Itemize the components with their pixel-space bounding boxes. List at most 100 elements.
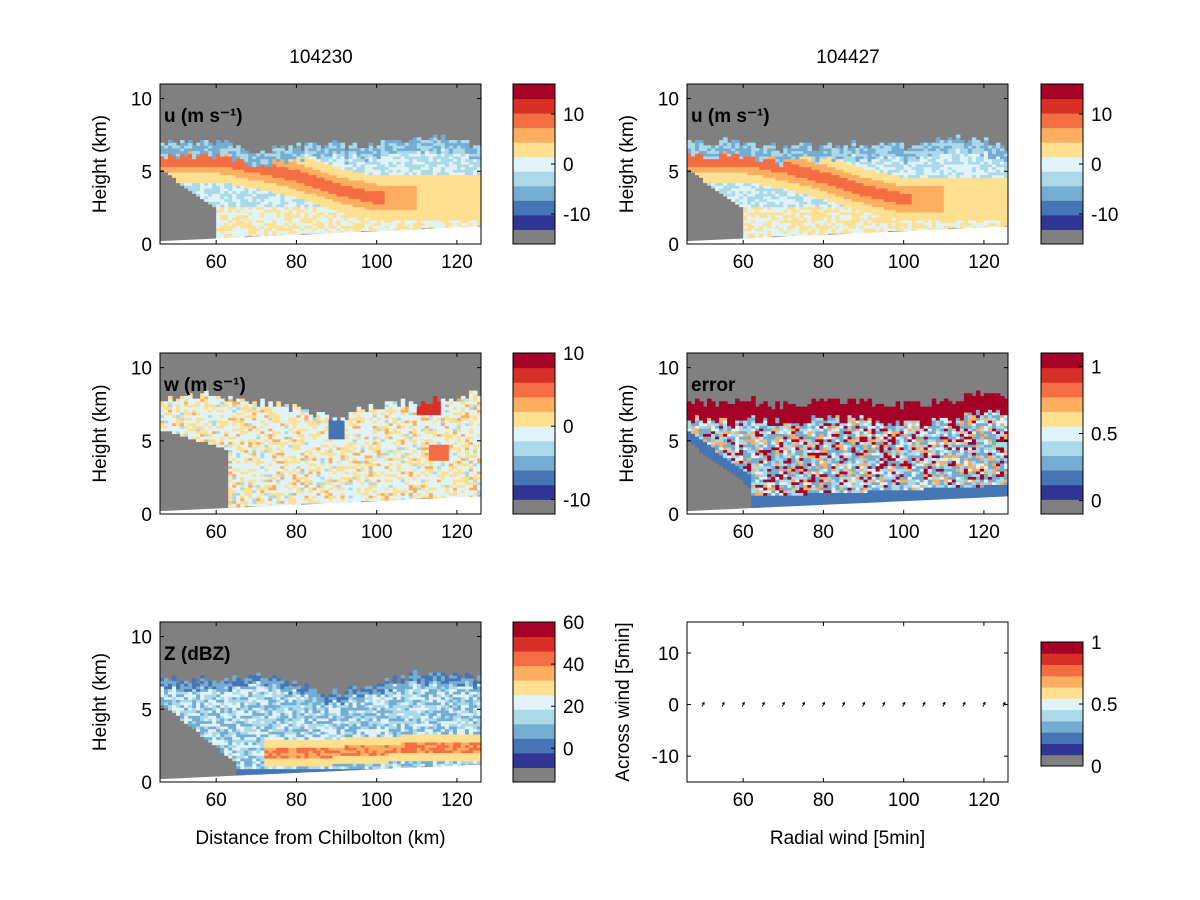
x-tick-label: 120 bbox=[968, 252, 1000, 273]
plot-area bbox=[160, 84, 481, 244]
below-surface bbox=[160, 764, 481, 782]
colorbar-tick-label: 0 bbox=[1091, 492, 1102, 513]
heatmap-cells bbox=[160, 670, 481, 778]
y-tick-label: 10 bbox=[131, 90, 152, 111]
colorbar-swatch bbox=[513, 709, 555, 725]
colorbar-tick-label: 0.5 bbox=[1091, 695, 1117, 716]
colorbar-swatch bbox=[1041, 98, 1083, 114]
colorbar-swatch bbox=[513, 680, 555, 696]
panel-Z-104230: 60 80 100 120 0 5 10 Height (km) Distance from C… bbox=[90, 613, 584, 849]
colorbar-swatch bbox=[513, 142, 555, 158]
axes-frame bbox=[159, 621, 482, 783]
colorbar-swatch bbox=[513, 411, 555, 427]
colorbar-tick-label: -10 bbox=[1091, 205, 1118, 226]
colorbar: 00.51 bbox=[1040, 352, 1117, 515]
x-tick-label: 80 bbox=[286, 522, 307, 543]
colorbar-swatch bbox=[513, 665, 555, 681]
colorbar: -10 0 10 bbox=[512, 83, 590, 245]
axes-frame bbox=[159, 352, 482, 515]
colorbar: -10 0 10 bbox=[512, 344, 590, 515]
colorbar-swatch bbox=[1041, 367, 1083, 383]
y-tick-label: 0 bbox=[668, 696, 679, 717]
colorbar-tick-label: 0 bbox=[563, 739, 574, 760]
panel-label: w (m s⁻¹) bbox=[163, 375, 246, 396]
x-tick-label: 100 bbox=[888, 522, 920, 543]
panel-u-104230: 60 80 100 120 0 5 10 Height (km) u (m s⁻¹) -10 0 10 bbox=[90, 83, 590, 273]
y-tick-label: 5 bbox=[141, 162, 152, 183]
colorbar-swatch bbox=[1041, 698, 1083, 711]
x-tick-label: 80 bbox=[813, 790, 834, 811]
colorbar-tick-label: 0 bbox=[1091, 155, 1102, 176]
y-tick-label: 5 bbox=[668, 162, 679, 183]
panel-label: u (m s⁻¹) bbox=[164, 106, 243, 127]
colorbar-swatch bbox=[1041, 127, 1083, 143]
colorbar-swatch bbox=[1041, 720, 1083, 733]
quiver-arrow bbox=[801, 701, 805, 707]
colorbar-swatch bbox=[1041, 653, 1083, 666]
colorbar-swatch bbox=[513, 156, 555, 172]
colorbar-tick-label: 0 bbox=[563, 155, 574, 176]
y-tick-label: 10 bbox=[658, 644, 679, 665]
colorbar-swatch bbox=[1041, 484, 1083, 500]
colorbar-swatch bbox=[1041, 113, 1083, 129]
colorbar-swatch bbox=[1041, 229, 1083, 245]
x-tick-label: 100 bbox=[888, 252, 920, 273]
colorbar-swatch bbox=[513, 214, 555, 230]
x-tick-label: 80 bbox=[286, 790, 307, 811]
below-surface bbox=[160, 496, 481, 514]
colorbar-swatch bbox=[1041, 455, 1083, 471]
quiver-arrow bbox=[701, 701, 705, 707]
colorbar-swatch bbox=[513, 636, 555, 652]
quiver-arrow bbox=[1002, 701, 1006, 707]
y-tick-label: 5 bbox=[141, 432, 152, 453]
colorbar-swatch bbox=[513, 499, 555, 515]
colorbar-swatch bbox=[513, 367, 555, 383]
x-axis-label: Radial wind [5min] bbox=[770, 828, 925, 849]
heatmap-cells bbox=[687, 134, 1008, 240]
colorbar-swatch bbox=[1041, 200, 1083, 216]
panel-label: u (m s⁻¹) bbox=[691, 106, 770, 127]
colorbar-swatch bbox=[1041, 185, 1083, 201]
y-tick-label: 5 bbox=[668, 432, 679, 453]
colorbar-swatch bbox=[513, 440, 555, 456]
colorbar-swatch bbox=[513, 738, 555, 754]
colorbar-swatch bbox=[1041, 642, 1083, 654]
colorbar-swatch bbox=[1041, 687, 1083, 699]
quiver-arrow bbox=[982, 701, 986, 707]
colorbar-swatch bbox=[513, 484, 555, 500]
quiver-arrow bbox=[862, 701, 866, 707]
y-tick-label: -10 bbox=[652, 747, 679, 768]
colorbar-swatch bbox=[1041, 675, 1083, 688]
x-tick-label: 60 bbox=[206, 522, 227, 543]
colorbar-swatch bbox=[1041, 156, 1083, 172]
quiver-arrow bbox=[902, 701, 906, 707]
y-tick-label: 10 bbox=[131, 359, 152, 380]
x-tick-label: 60 bbox=[733, 252, 754, 273]
below-surface bbox=[687, 496, 1008, 514]
y-axis-label: Height (km) bbox=[90, 115, 111, 213]
x-tick-label: 60 bbox=[733, 790, 754, 811]
colorbar-swatch bbox=[1041, 426, 1083, 442]
colorbar-swatch bbox=[513, 171, 555, 187]
plot-area bbox=[687, 84, 1008, 244]
quiver-arrow bbox=[842, 701, 845, 707]
y-tick-label: 0 bbox=[141, 505, 152, 526]
axes-frame bbox=[686, 621, 1009, 783]
colorbar-swatch bbox=[1041, 396, 1083, 413]
x-tick-label: 80 bbox=[813, 252, 834, 273]
colorbar-tick-label: 10 bbox=[1091, 105, 1112, 126]
colorbar-swatch bbox=[1041, 709, 1083, 722]
axes-frame bbox=[686, 352, 1009, 515]
quiver-arrow bbox=[922, 701, 926, 707]
colorbar-tick-label: 1 bbox=[1091, 633, 1102, 654]
colorbar-swatch bbox=[513, 723, 555, 739]
plot-area bbox=[160, 622, 481, 782]
colorbar-tick-label: -10 bbox=[563, 205, 590, 226]
x-tick-label: 60 bbox=[206, 790, 227, 811]
axes-frame bbox=[686, 83, 1009, 245]
colorbar-swatch bbox=[1041, 499, 1083, 515]
x-tick-label: 120 bbox=[441, 790, 473, 811]
